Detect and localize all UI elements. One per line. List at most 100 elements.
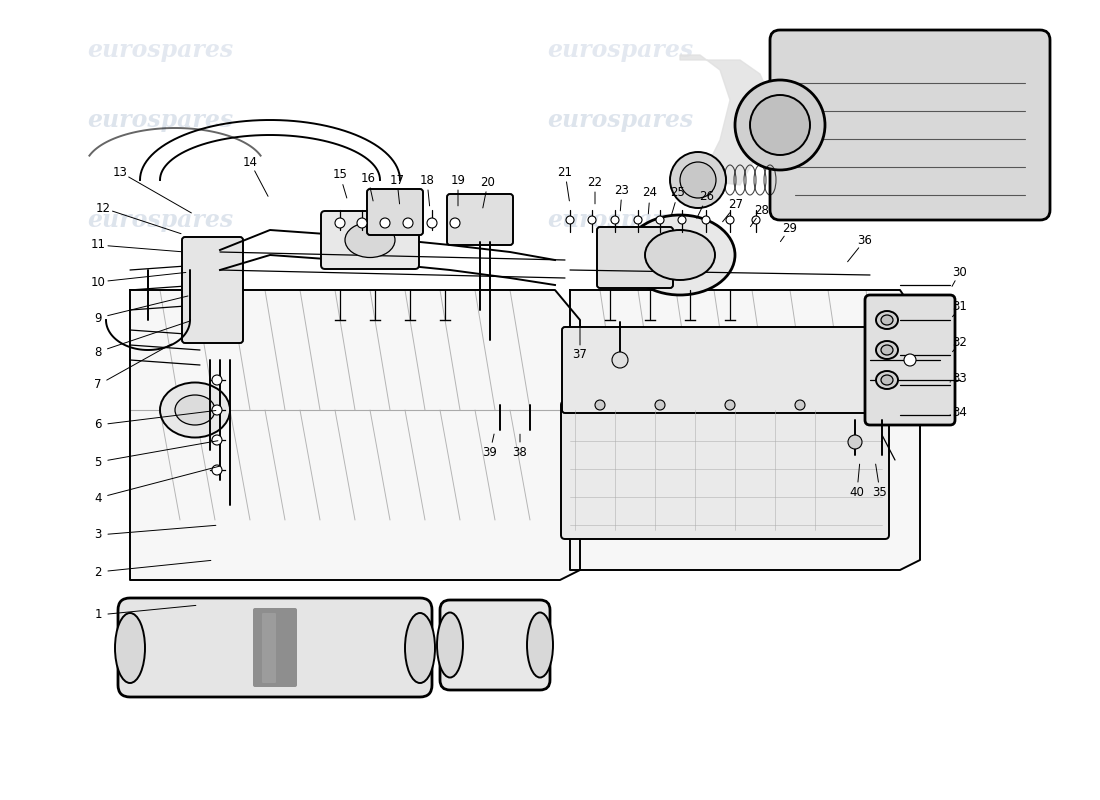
Circle shape	[752, 216, 760, 224]
Text: 8: 8	[95, 346, 101, 358]
Circle shape	[735, 80, 825, 170]
Circle shape	[403, 218, 412, 228]
Text: 32: 32	[953, 335, 967, 349]
Ellipse shape	[645, 230, 715, 280]
Circle shape	[634, 216, 642, 224]
FancyBboxPatch shape	[562, 327, 868, 413]
Text: 7: 7	[95, 378, 101, 391]
Text: 37: 37	[573, 349, 587, 362]
Text: 15: 15	[332, 169, 348, 182]
Circle shape	[680, 162, 716, 198]
Circle shape	[670, 152, 726, 208]
Text: 35: 35	[872, 486, 888, 498]
Circle shape	[678, 216, 686, 224]
Ellipse shape	[881, 375, 893, 385]
Ellipse shape	[876, 311, 898, 329]
Text: 18: 18	[419, 174, 435, 186]
Text: 19: 19	[451, 174, 465, 186]
Text: 14: 14	[242, 155, 257, 169]
Text: 11: 11	[90, 238, 106, 251]
Ellipse shape	[881, 345, 893, 355]
Text: 31: 31	[953, 301, 967, 314]
Circle shape	[595, 400, 605, 410]
Circle shape	[588, 216, 596, 224]
Circle shape	[904, 354, 916, 366]
Circle shape	[795, 400, 805, 410]
Ellipse shape	[876, 341, 898, 359]
Text: 26: 26	[700, 190, 715, 203]
Circle shape	[358, 218, 367, 228]
Circle shape	[212, 465, 222, 475]
Text: 24: 24	[642, 186, 658, 199]
FancyBboxPatch shape	[770, 30, 1050, 220]
Text: 16: 16	[361, 171, 375, 185]
Circle shape	[848, 435, 862, 449]
Text: eurospares: eurospares	[547, 38, 693, 62]
Circle shape	[612, 352, 628, 368]
Text: 27: 27	[728, 198, 744, 211]
Circle shape	[427, 218, 437, 228]
Text: eurospares: eurospares	[87, 38, 233, 62]
FancyBboxPatch shape	[440, 600, 550, 690]
Circle shape	[654, 400, 666, 410]
Ellipse shape	[405, 613, 435, 683]
Text: eurospares: eurospares	[547, 208, 693, 232]
Text: 17: 17	[389, 174, 405, 186]
Text: 6: 6	[95, 418, 101, 431]
FancyBboxPatch shape	[253, 608, 297, 687]
Text: 28: 28	[755, 203, 769, 217]
Text: 2: 2	[95, 566, 101, 578]
Polygon shape	[130, 290, 580, 580]
Ellipse shape	[116, 613, 145, 683]
Circle shape	[566, 216, 574, 224]
Ellipse shape	[881, 315, 893, 325]
Text: 39: 39	[483, 446, 497, 458]
Text: eurospares: eurospares	[87, 208, 233, 232]
Circle shape	[725, 400, 735, 410]
FancyBboxPatch shape	[321, 211, 419, 269]
Text: 12: 12	[96, 202, 110, 214]
Ellipse shape	[345, 222, 395, 258]
Text: 40: 40	[849, 486, 865, 498]
Text: 25: 25	[671, 186, 685, 199]
Circle shape	[379, 218, 390, 228]
Text: 30: 30	[953, 266, 967, 278]
FancyBboxPatch shape	[262, 613, 276, 683]
Circle shape	[702, 216, 710, 224]
Circle shape	[212, 435, 222, 445]
Ellipse shape	[625, 215, 735, 295]
Text: 1: 1	[95, 609, 101, 622]
Ellipse shape	[175, 395, 214, 425]
Ellipse shape	[437, 613, 463, 678]
Text: 20: 20	[481, 175, 495, 189]
Ellipse shape	[160, 382, 230, 438]
Circle shape	[212, 405, 222, 415]
Text: eurospares: eurospares	[547, 108, 693, 132]
Text: 9: 9	[95, 311, 101, 325]
Circle shape	[656, 216, 664, 224]
FancyBboxPatch shape	[865, 295, 955, 425]
FancyBboxPatch shape	[182, 237, 243, 343]
Circle shape	[212, 375, 222, 385]
Circle shape	[336, 218, 345, 228]
FancyBboxPatch shape	[561, 401, 889, 539]
Ellipse shape	[527, 613, 553, 678]
Text: 22: 22	[587, 175, 603, 189]
Text: 34: 34	[953, 406, 967, 418]
Text: 21: 21	[558, 166, 572, 178]
FancyBboxPatch shape	[367, 189, 424, 235]
FancyBboxPatch shape	[118, 598, 432, 697]
FancyBboxPatch shape	[447, 194, 513, 245]
Text: eurospares: eurospares	[87, 108, 233, 132]
Text: 33: 33	[953, 371, 967, 385]
FancyBboxPatch shape	[597, 227, 673, 288]
Text: 23: 23	[615, 183, 629, 197]
Polygon shape	[570, 290, 920, 570]
Circle shape	[450, 218, 460, 228]
Text: 5: 5	[95, 455, 101, 469]
Circle shape	[750, 95, 810, 155]
Polygon shape	[680, 55, 775, 185]
Text: 4: 4	[95, 491, 101, 505]
Text: 10: 10	[90, 275, 106, 289]
Text: 13: 13	[112, 166, 128, 178]
